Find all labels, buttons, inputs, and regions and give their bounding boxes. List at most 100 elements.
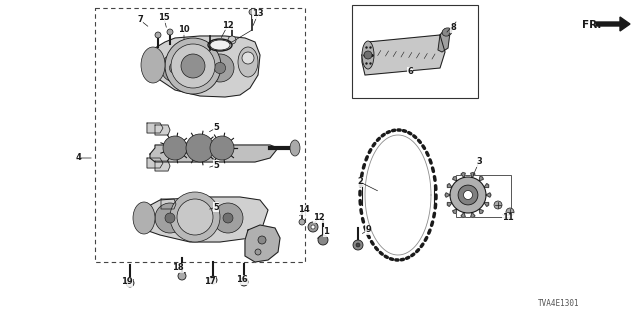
Circle shape bbox=[182, 198, 218, 234]
Polygon shape bbox=[484, 184, 489, 188]
Polygon shape bbox=[147, 158, 163, 168]
Text: 5: 5 bbox=[213, 161, 219, 170]
Text: 12: 12 bbox=[222, 20, 234, 29]
Circle shape bbox=[214, 62, 226, 74]
Polygon shape bbox=[486, 193, 491, 197]
Circle shape bbox=[155, 203, 185, 233]
Text: 5: 5 bbox=[213, 124, 219, 132]
Polygon shape bbox=[161, 199, 176, 209]
Text: 14: 14 bbox=[298, 205, 310, 214]
Text: 8: 8 bbox=[450, 23, 456, 33]
Polygon shape bbox=[479, 177, 483, 181]
Ellipse shape bbox=[133, 202, 155, 234]
Text: 16: 16 bbox=[236, 276, 248, 284]
Circle shape bbox=[178, 272, 186, 280]
Circle shape bbox=[181, 54, 205, 78]
Bar bbox=[456, 175, 511, 217]
Polygon shape bbox=[445, 193, 450, 197]
Circle shape bbox=[165, 38, 221, 94]
Circle shape bbox=[458, 185, 478, 205]
Circle shape bbox=[463, 190, 472, 199]
Text: TVA4E1301: TVA4E1301 bbox=[538, 299, 580, 308]
Circle shape bbox=[494, 201, 502, 209]
Circle shape bbox=[170, 192, 220, 242]
Circle shape bbox=[165, 213, 175, 223]
Text: 17: 17 bbox=[204, 277, 216, 286]
Polygon shape bbox=[596, 17, 630, 31]
Polygon shape bbox=[471, 212, 475, 217]
Circle shape bbox=[126, 279, 134, 287]
Circle shape bbox=[182, 47, 218, 83]
Circle shape bbox=[450, 177, 486, 213]
Ellipse shape bbox=[362, 41, 374, 69]
Circle shape bbox=[308, 222, 318, 232]
Circle shape bbox=[356, 243, 360, 247]
Ellipse shape bbox=[238, 47, 258, 77]
Bar bbox=[352, 5, 478, 98]
Polygon shape bbox=[155, 125, 170, 135]
Circle shape bbox=[171, 44, 215, 88]
Polygon shape bbox=[461, 212, 465, 217]
Circle shape bbox=[242, 52, 254, 64]
Circle shape bbox=[213, 203, 243, 233]
Circle shape bbox=[155, 32, 161, 38]
Polygon shape bbox=[447, 184, 452, 188]
Polygon shape bbox=[245, 225, 280, 262]
Polygon shape bbox=[150, 145, 278, 162]
Circle shape bbox=[249, 9, 255, 15]
Text: 3: 3 bbox=[476, 157, 482, 166]
Circle shape bbox=[209, 276, 217, 284]
Circle shape bbox=[195, 211, 205, 221]
Ellipse shape bbox=[442, 28, 452, 36]
Text: 6: 6 bbox=[407, 68, 413, 76]
Circle shape bbox=[223, 213, 233, 223]
Text: 19: 19 bbox=[121, 277, 133, 286]
Text: 1: 1 bbox=[323, 228, 329, 236]
Text: 7: 7 bbox=[137, 15, 143, 25]
Circle shape bbox=[364, 51, 372, 59]
Circle shape bbox=[161, 54, 189, 82]
Circle shape bbox=[167, 29, 173, 35]
Ellipse shape bbox=[141, 47, 165, 83]
Circle shape bbox=[258, 236, 266, 244]
Polygon shape bbox=[362, 35, 445, 75]
Circle shape bbox=[163, 136, 187, 160]
Bar bbox=[95, 8, 305, 262]
Polygon shape bbox=[155, 161, 170, 171]
Text: 13: 13 bbox=[252, 10, 264, 19]
Polygon shape bbox=[461, 172, 465, 178]
Polygon shape bbox=[438, 29, 450, 52]
Text: 9: 9 bbox=[365, 226, 371, 235]
Circle shape bbox=[299, 219, 305, 225]
Circle shape bbox=[353, 240, 363, 250]
Polygon shape bbox=[447, 203, 452, 206]
Polygon shape bbox=[484, 203, 489, 206]
Text: 5: 5 bbox=[213, 203, 219, 212]
Circle shape bbox=[206, 54, 234, 82]
Polygon shape bbox=[452, 209, 457, 213]
Circle shape bbox=[506, 208, 514, 216]
Text: 11: 11 bbox=[502, 213, 514, 222]
Text: 12: 12 bbox=[313, 213, 325, 222]
Polygon shape bbox=[148, 36, 260, 97]
Polygon shape bbox=[471, 172, 475, 178]
Text: 4: 4 bbox=[75, 154, 81, 163]
Polygon shape bbox=[147, 123, 163, 133]
Circle shape bbox=[193, 58, 207, 72]
Text: 2: 2 bbox=[357, 178, 363, 187]
Ellipse shape bbox=[290, 140, 300, 156]
Circle shape bbox=[177, 199, 213, 235]
Text: 18: 18 bbox=[172, 263, 184, 273]
Polygon shape bbox=[135, 197, 268, 242]
Ellipse shape bbox=[210, 40, 230, 50]
Circle shape bbox=[170, 62, 180, 74]
Text: 10: 10 bbox=[178, 26, 190, 35]
Circle shape bbox=[228, 36, 236, 44]
Circle shape bbox=[240, 278, 248, 286]
Circle shape bbox=[318, 235, 328, 245]
Polygon shape bbox=[452, 177, 457, 181]
Polygon shape bbox=[479, 209, 483, 213]
Circle shape bbox=[186, 134, 214, 162]
Text: 15: 15 bbox=[158, 13, 170, 22]
Circle shape bbox=[255, 249, 261, 255]
